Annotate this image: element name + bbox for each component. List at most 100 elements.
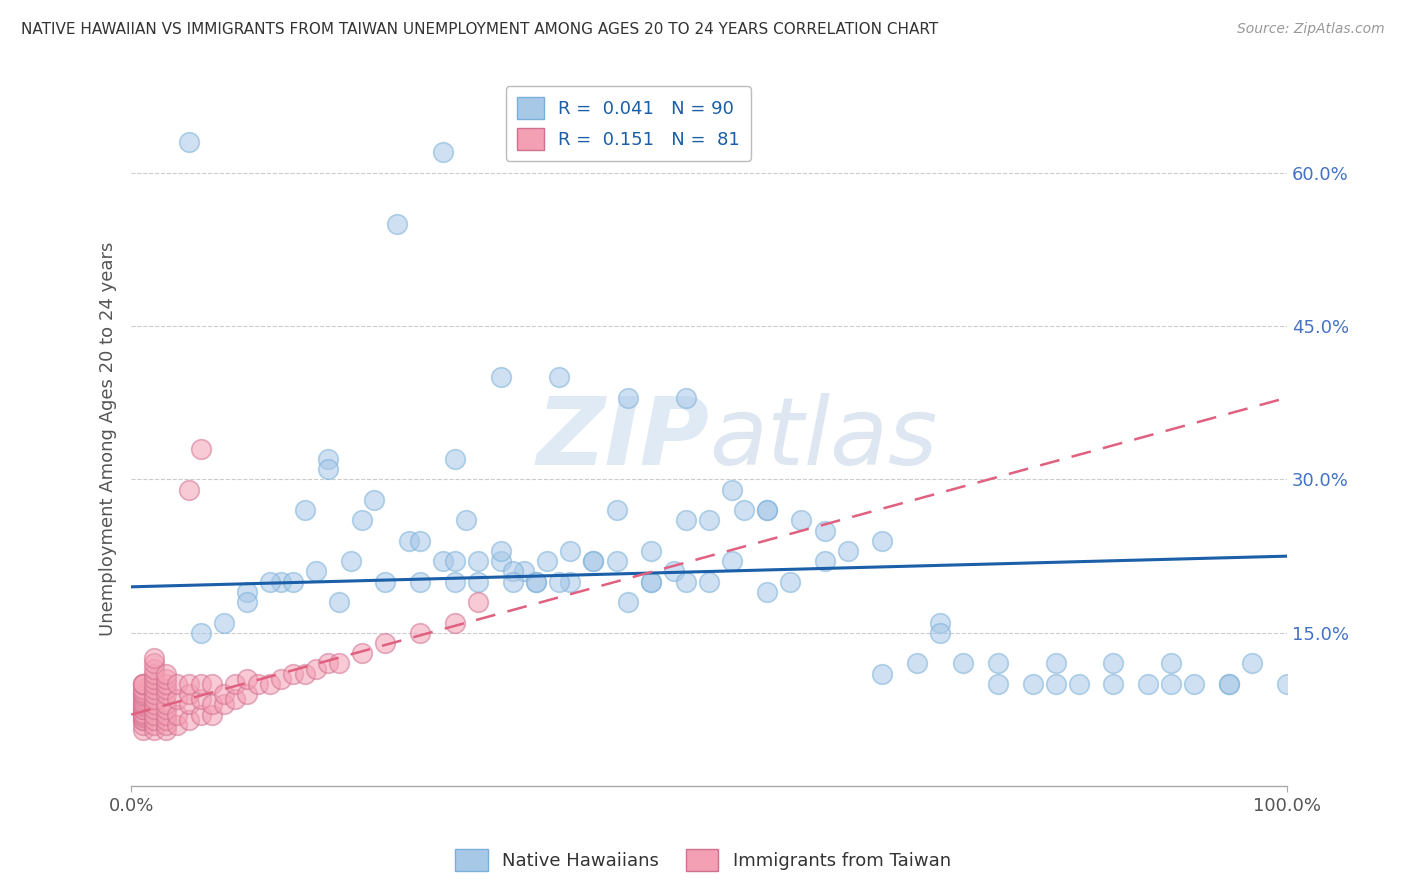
Point	[247, 677, 270, 691]
Point	[177, 677, 200, 691]
Point	[374, 574, 396, 589]
Point	[270, 574, 292, 589]
Point	[328, 595, 350, 609]
Point	[409, 625, 432, 640]
Point	[259, 574, 281, 589]
Point	[560, 544, 582, 558]
Point	[143, 687, 166, 701]
Point	[837, 544, 859, 558]
Point	[143, 702, 166, 716]
Point	[132, 695, 155, 709]
Point	[132, 687, 155, 701]
Point	[177, 135, 200, 149]
Point	[606, 503, 628, 517]
Point	[755, 503, 778, 517]
Point	[236, 687, 259, 701]
Text: NATIVE HAWAIIAN VS IMMIGRANTS FROM TAIWAN UNEMPLOYMENT AMONG AGES 20 TO 24 YEARS: NATIVE HAWAIIAN VS IMMIGRANTS FROM TAIWA…	[21, 22, 938, 37]
Point	[155, 707, 177, 722]
Point	[155, 681, 177, 696]
Point	[155, 713, 177, 727]
Point	[132, 718, 155, 732]
Point	[316, 452, 339, 467]
Point	[664, 565, 686, 579]
Point	[1045, 657, 1067, 671]
Point	[432, 554, 454, 568]
Point	[132, 699, 155, 714]
Point	[212, 687, 235, 701]
Point	[1218, 677, 1240, 691]
Point	[155, 723, 177, 737]
Point	[606, 554, 628, 568]
Point	[755, 585, 778, 599]
Point	[524, 574, 547, 589]
Point	[1182, 677, 1205, 691]
Point	[547, 370, 569, 384]
Point	[155, 718, 177, 732]
Point	[675, 574, 697, 589]
Point	[316, 462, 339, 476]
Point	[177, 698, 200, 712]
Point	[374, 636, 396, 650]
Point	[212, 615, 235, 630]
Point	[328, 657, 350, 671]
Point	[224, 692, 246, 706]
Point	[143, 707, 166, 722]
Point	[305, 662, 328, 676]
Point	[467, 595, 489, 609]
Point	[640, 574, 662, 589]
Point	[547, 574, 569, 589]
Point	[409, 533, 432, 548]
Point	[190, 625, 212, 640]
Point	[675, 391, 697, 405]
Point	[721, 554, 744, 568]
Point	[560, 574, 582, 589]
Point	[236, 585, 259, 599]
Legend: R =  0.041   N = 90, R =  0.151   N =  81: R = 0.041 N = 90, R = 0.151 N = 81	[506, 87, 751, 161]
Legend: Native Hawaiians, Immigrants from Taiwan: Native Hawaiians, Immigrants from Taiwan	[447, 842, 959, 879]
Point	[443, 615, 465, 630]
Point	[443, 574, 465, 589]
Point	[132, 707, 155, 722]
Point	[489, 370, 512, 384]
Point	[1102, 677, 1125, 691]
Point	[952, 657, 974, 671]
Point	[872, 533, 894, 548]
Point	[155, 666, 177, 681]
Point	[259, 677, 281, 691]
Point	[132, 685, 155, 699]
Point	[1275, 677, 1298, 691]
Point	[1241, 657, 1264, 671]
Point	[155, 672, 177, 686]
Point	[443, 452, 465, 467]
Point	[489, 544, 512, 558]
Point	[132, 709, 155, 723]
Point	[733, 503, 755, 517]
Point	[1160, 657, 1182, 671]
Point	[132, 713, 155, 727]
Point	[305, 565, 328, 579]
Point	[190, 442, 212, 456]
Point	[675, 513, 697, 527]
Point	[132, 702, 155, 716]
Point	[281, 574, 304, 589]
Point	[513, 565, 536, 579]
Point	[143, 662, 166, 676]
Point	[1045, 677, 1067, 691]
Point	[166, 692, 188, 706]
Point	[166, 677, 188, 691]
Point	[201, 698, 224, 712]
Point	[190, 692, 212, 706]
Point	[143, 713, 166, 727]
Point	[132, 689, 155, 703]
Point	[177, 713, 200, 727]
Point	[132, 702, 155, 716]
Point	[443, 554, 465, 568]
Point	[201, 677, 224, 691]
Point	[177, 687, 200, 701]
Point	[779, 574, 801, 589]
Point	[212, 698, 235, 712]
Point	[409, 574, 432, 589]
Point	[502, 574, 524, 589]
Point	[790, 513, 813, 527]
Point	[352, 513, 374, 527]
